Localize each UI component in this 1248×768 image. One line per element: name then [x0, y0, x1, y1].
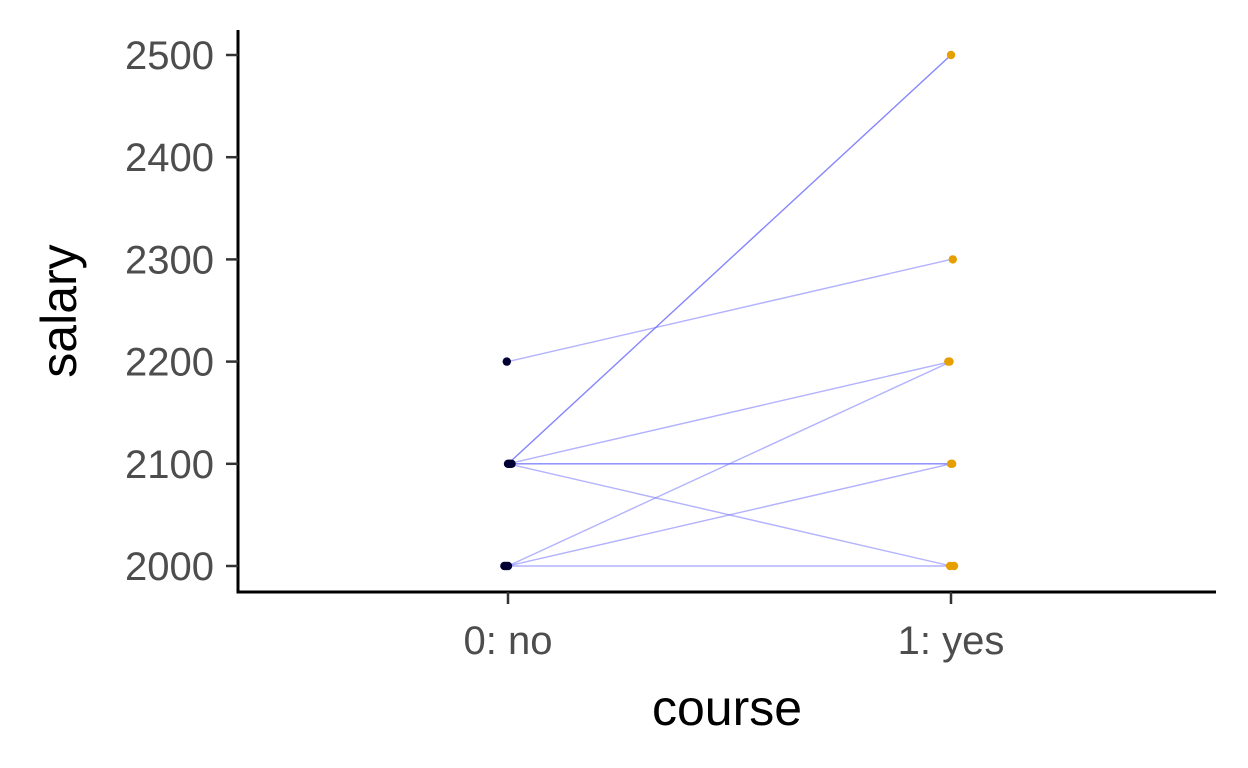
- point-yes: [948, 255, 957, 264]
- y-axis-title: salary: [31, 244, 87, 377]
- point-no: [502, 357, 511, 366]
- point-yes: [944, 357, 953, 366]
- point-yes: [949, 561, 959, 571]
- ticks: 2000 2100 2200 2300 2400 2500 0: no 1: yes: [125, 34, 1004, 663]
- axes: [236, 30, 1216, 594]
- x-tick-label: 0: no: [464, 619, 553, 663]
- y-tick-label: 2100: [125, 443, 214, 487]
- y-tick-label: 2400: [125, 136, 214, 180]
- pair-lines: [507, 54, 952, 567]
- point-yes: [946, 50, 956, 60]
- x-tick-label: 1: yes: [898, 619, 1005, 663]
- data-points: [500, 50, 959, 571]
- point-no: [502, 561, 511, 571]
- y-tick-label: 2200: [125, 341, 214, 385]
- pair-line: [507, 360, 952, 465]
- pair-line: [507, 54, 952, 465]
- y-tick-label: 2000: [125, 545, 214, 589]
- x-axis-title: course: [652, 680, 802, 736]
- pair-line: [507, 463, 952, 567]
- pair-line: [507, 258, 952, 363]
- y-tick-label: 2500: [125, 34, 214, 78]
- y-tick-label: 2300: [125, 238, 214, 282]
- point-no: [505, 459, 514, 468]
- point-yes: [946, 459, 956, 468]
